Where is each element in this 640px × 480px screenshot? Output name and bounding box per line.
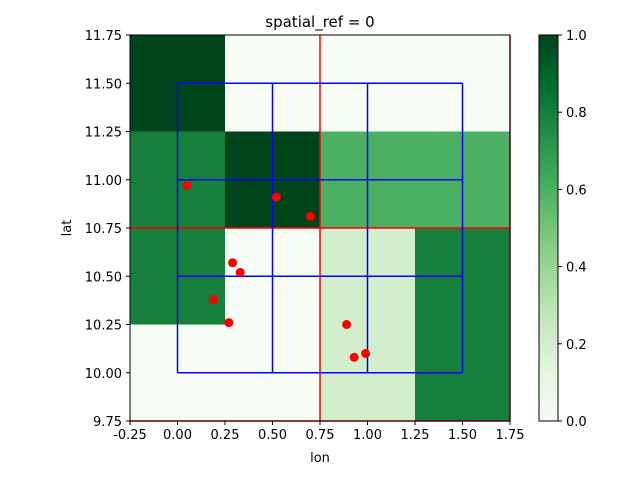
data-point xyxy=(224,318,234,328)
y-tick-label: 9.75 xyxy=(93,415,122,430)
chart-title: spatial_ref = 0 xyxy=(265,13,374,32)
data-point xyxy=(182,181,192,191)
colorbar-ticks: 0.0 0.2 0.4 0.6 0.8 1.0 xyxy=(558,29,587,430)
y-tick-label: 11.50 xyxy=(85,77,122,92)
colorbar-tick-label: 0.4 xyxy=(566,261,587,276)
y-tick-label: 11.75 xyxy=(85,29,122,44)
data-point xyxy=(209,294,219,304)
scatter-points xyxy=(182,181,371,362)
data-point xyxy=(235,267,245,277)
y-tick-label: 10.75 xyxy=(85,222,122,237)
data-point xyxy=(228,258,238,268)
data-point xyxy=(306,211,315,221)
colorbar-tick-label: 0.6 xyxy=(566,183,587,198)
colorbar-tick-label: 1.0 xyxy=(566,29,587,44)
colorbar-tick-label: 0.2 xyxy=(566,338,587,353)
colorbar-tick-label: 0.0 xyxy=(566,415,587,430)
x-tick-label: 1.50 xyxy=(448,428,477,443)
x-axis-label: lon xyxy=(310,451,330,466)
colorbar xyxy=(538,34,559,422)
y-tick-label: 11.25 xyxy=(85,126,122,141)
data-point xyxy=(361,348,371,358)
y-axis: 9.75 10.00 10.25 10.50 10.75 11.00 11.25 11.50 1… xyxy=(85,29,130,430)
x-tick-label: 0.75 xyxy=(306,428,335,443)
x-axis: -0.25 0.00 0.25 0.50 0.75 1.00 1.25 1.50 1.75 xyxy=(113,421,524,443)
x-tick-label: 1.25 xyxy=(401,428,430,443)
data-point xyxy=(349,352,359,362)
x-tick-label: 1.00 xyxy=(353,428,382,443)
x-tick-label: 0.25 xyxy=(211,428,240,443)
data-point xyxy=(342,320,352,329)
x-tick-label: 0.00 xyxy=(163,428,192,443)
y-tick-label: 10.50 xyxy=(85,270,122,285)
x-tick-label: 0.50 xyxy=(258,428,287,443)
y-axis-label: lat xyxy=(60,220,75,237)
y-tick-label: 10.25 xyxy=(85,319,122,334)
x-tick-label: 1.75 xyxy=(496,428,525,443)
y-tick-label: 10.00 xyxy=(85,367,122,382)
colorbar-tick-label: 0.8 xyxy=(566,106,587,121)
y-tick-label: 11.00 xyxy=(85,174,122,189)
blue-grid xyxy=(176,82,464,374)
x-tick-label: -0.25 xyxy=(113,428,147,443)
data-point xyxy=(271,192,281,202)
